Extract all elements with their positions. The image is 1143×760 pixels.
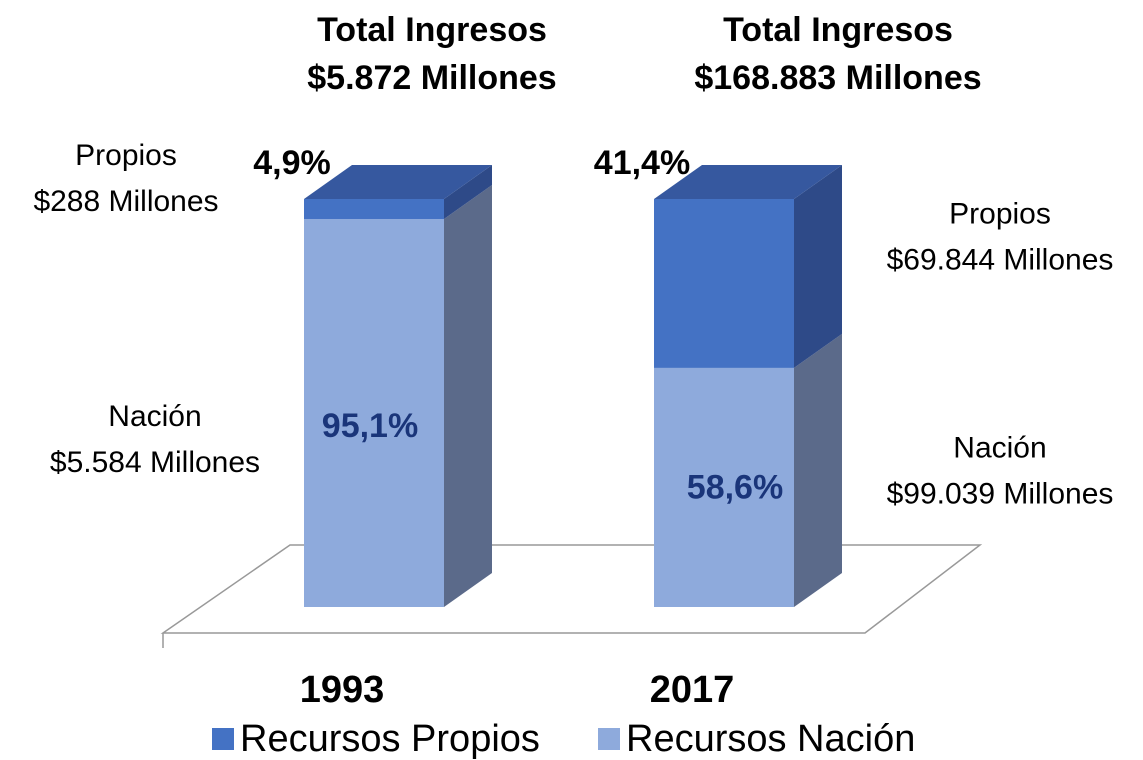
bar-side [794,165,842,368]
legend-label: Recursos Propios [240,718,540,760]
amount-label: $288 Millones [33,185,218,218]
legend-swatch [598,728,620,750]
bar-top [304,165,492,199]
bar-segment [654,367,794,607]
x-tick-label: 1993 [300,669,385,711]
series-short-name: Propios [949,197,1051,230]
bar-segment [304,199,444,219]
category-total: $168.883 Millones [694,59,981,97]
x-tick-label: 2017 [650,669,735,711]
bar-side [794,333,842,607]
value-label: 58,6% [687,468,783,506]
total-label: Total Ingresos [317,11,547,49]
value-label: 95,1% [322,407,418,445]
bar-side [444,165,492,219]
legend-swatch [212,728,234,750]
bar-side [444,184,492,607]
series-short-name: Nación [108,400,201,433]
amount-label: $69.844 Millones [887,243,1114,276]
floor [160,544,983,634]
legend-label: Recursos Nación [626,718,915,760]
amount-label: $5.584 Millones [50,446,260,479]
bar-segment [654,199,794,368]
series-short-name: Nación [953,431,1046,464]
bar-top [654,165,842,199]
bar-segment [304,218,444,607]
value-label: 4,9% [253,144,331,182]
category-total: $5.872 Millones [307,59,556,97]
amount-label: $99.039 Millones [887,477,1114,510]
value-label: 41,4% [594,144,690,182]
series-short-name: Propios [75,139,177,172]
total-label: Total Ingresos [723,11,953,49]
